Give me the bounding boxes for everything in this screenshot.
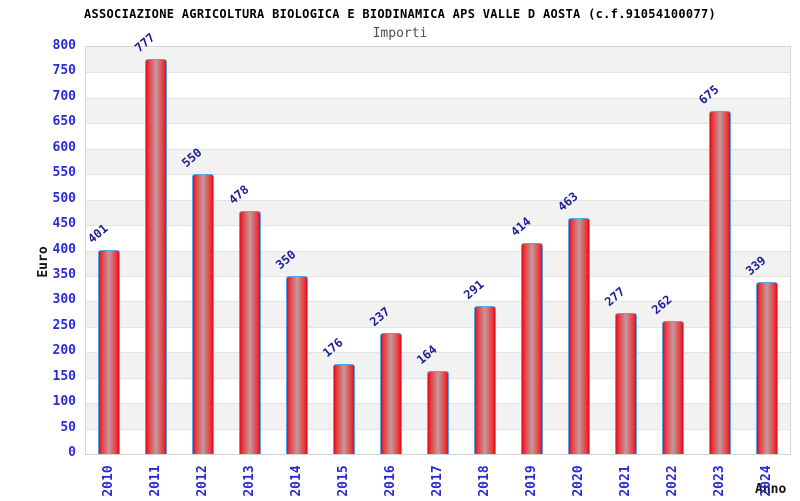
gridline <box>86 275 790 277</box>
gridline <box>86 326 790 328</box>
bar <box>614 313 637 454</box>
y-tick-label: 450 <box>52 216 76 232</box>
x-tick-label: 2015 <box>336 465 352 497</box>
bar <box>239 210 262 454</box>
x-tick-label: 2021 <box>617 465 633 497</box>
gridline <box>86 250 790 252</box>
gridline <box>86 97 790 99</box>
grid-band <box>86 148 790 175</box>
gridline <box>86 174 790 176</box>
bar <box>286 275 309 454</box>
x-tick-label: 2022 <box>664 465 680 497</box>
gridline <box>86 225 790 227</box>
bar <box>755 281 778 454</box>
gridline <box>86 301 790 303</box>
x-tick-label: 2017 <box>430 465 445 497</box>
y-tick-label: 50 <box>60 419 76 435</box>
plot-area: 401 777 550 478 350 176 237 164 291 414 463 277 262 6… <box>85 30 791 455</box>
x-tick-label: 2016 <box>383 465 399 497</box>
gridline <box>86 148 790 150</box>
y-tick-label: 100 <box>52 394 76 410</box>
y-tick-label: 600 <box>52 139 76 155</box>
y-tick-label: 0 <box>68 445 76 460</box>
y-tick-label: 550 <box>52 165 76 181</box>
grid-band <box>86 97 790 124</box>
bar <box>427 370 449 454</box>
y-tick-label: 150 <box>52 368 76 384</box>
y-tick-label: 800 <box>52 38 76 53</box>
gridline <box>86 352 790 354</box>
y-tick-label: 350 <box>52 266 76 282</box>
x-tick-label: 2019 <box>523 465 539 497</box>
grid-band <box>86 72 790 98</box>
bar <box>192 174 215 454</box>
bar <box>520 243 543 454</box>
y-tick-label: 200 <box>52 343 76 359</box>
bar <box>98 250 121 454</box>
y-tick-label: 700 <box>52 88 76 104</box>
chart-subtitle: Importi <box>372 26 428 41</box>
bar <box>380 333 403 454</box>
x-tick-label: 2020 <box>570 465 586 497</box>
x-tick-label: 2023 <box>711 465 727 497</box>
x-axis-title: Anno <box>755 482 787 497</box>
x-tick-label: 2012 <box>195 465 211 497</box>
bar <box>567 218 590 454</box>
y-tick-label: 400 <box>52 241 76 257</box>
x-tick-label: 2018 <box>476 465 492 497</box>
bar <box>333 364 356 454</box>
y-tick-label: 750 <box>52 63 76 79</box>
bar <box>473 305 496 454</box>
x-tick-label: 2013 <box>242 465 258 497</box>
bar <box>661 320 684 454</box>
x-tick-label: 2014 <box>289 465 305 497</box>
y-tick-label: 500 <box>52 190 76 206</box>
y-tick-label: 650 <box>52 114 76 130</box>
bar <box>708 110 731 454</box>
gridline <box>86 199 790 201</box>
grid-band <box>86 47 790 73</box>
bar <box>145 58 168 454</box>
y-tick-label: 300 <box>52 292 76 308</box>
x-tick-label: 2011 <box>148 465 164 497</box>
gridline <box>86 123 790 125</box>
y-tick-label: 250 <box>52 317 76 333</box>
x-tick-label: 2010 <box>101 465 117 497</box>
gridline <box>86 72 790 74</box>
chart-title: ASSOCIAZIONE AGRICOLTURA BIOLOGICA E BIO… <box>83 7 717 21</box>
grid-band <box>86 123 790 149</box>
x-tick-label: 2024 <box>758 465 774 497</box>
